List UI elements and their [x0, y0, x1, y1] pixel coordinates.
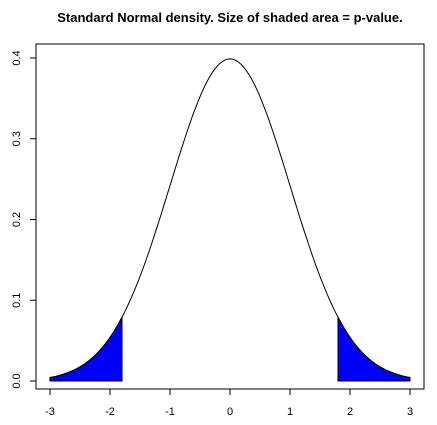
shaded-regions [49, 316, 411, 382]
y-tick-label: 0.4 [11, 50, 23, 65]
chart-title: Standard Normal density. Size of shaded … [57, 10, 402, 25]
x-tick-label: 1 [287, 406, 293, 418]
y-tick-label: 0.0 [11, 373, 23, 388]
density-curve [49, 58, 411, 378]
x-tick-label: -1 [165, 406, 175, 418]
x-tick-label: -2 [105, 406, 115, 418]
x-tick-label: 2 [347, 406, 353, 418]
y-tick-label: 0.1 [11, 293, 23, 308]
x-tick-label: 3 [407, 406, 413, 418]
left-tail-shaded-area [49, 316, 123, 382]
right-tail-shaded-area [337, 316, 411, 382]
y-tick-label: 0.3 [11, 131, 23, 146]
x-tick-label: 0 [227, 406, 233, 418]
plot-frame [35, 43, 425, 390]
x-axis: -3 -2 -1 0 1 2 3 [45, 388, 413, 418]
y-axis: 0.0 0.1 0.2 0.3 0.4 [11, 50, 37, 389]
y-tick-label: 0.2 [11, 212, 23, 227]
x-tick-label: -3 [45, 406, 55, 418]
